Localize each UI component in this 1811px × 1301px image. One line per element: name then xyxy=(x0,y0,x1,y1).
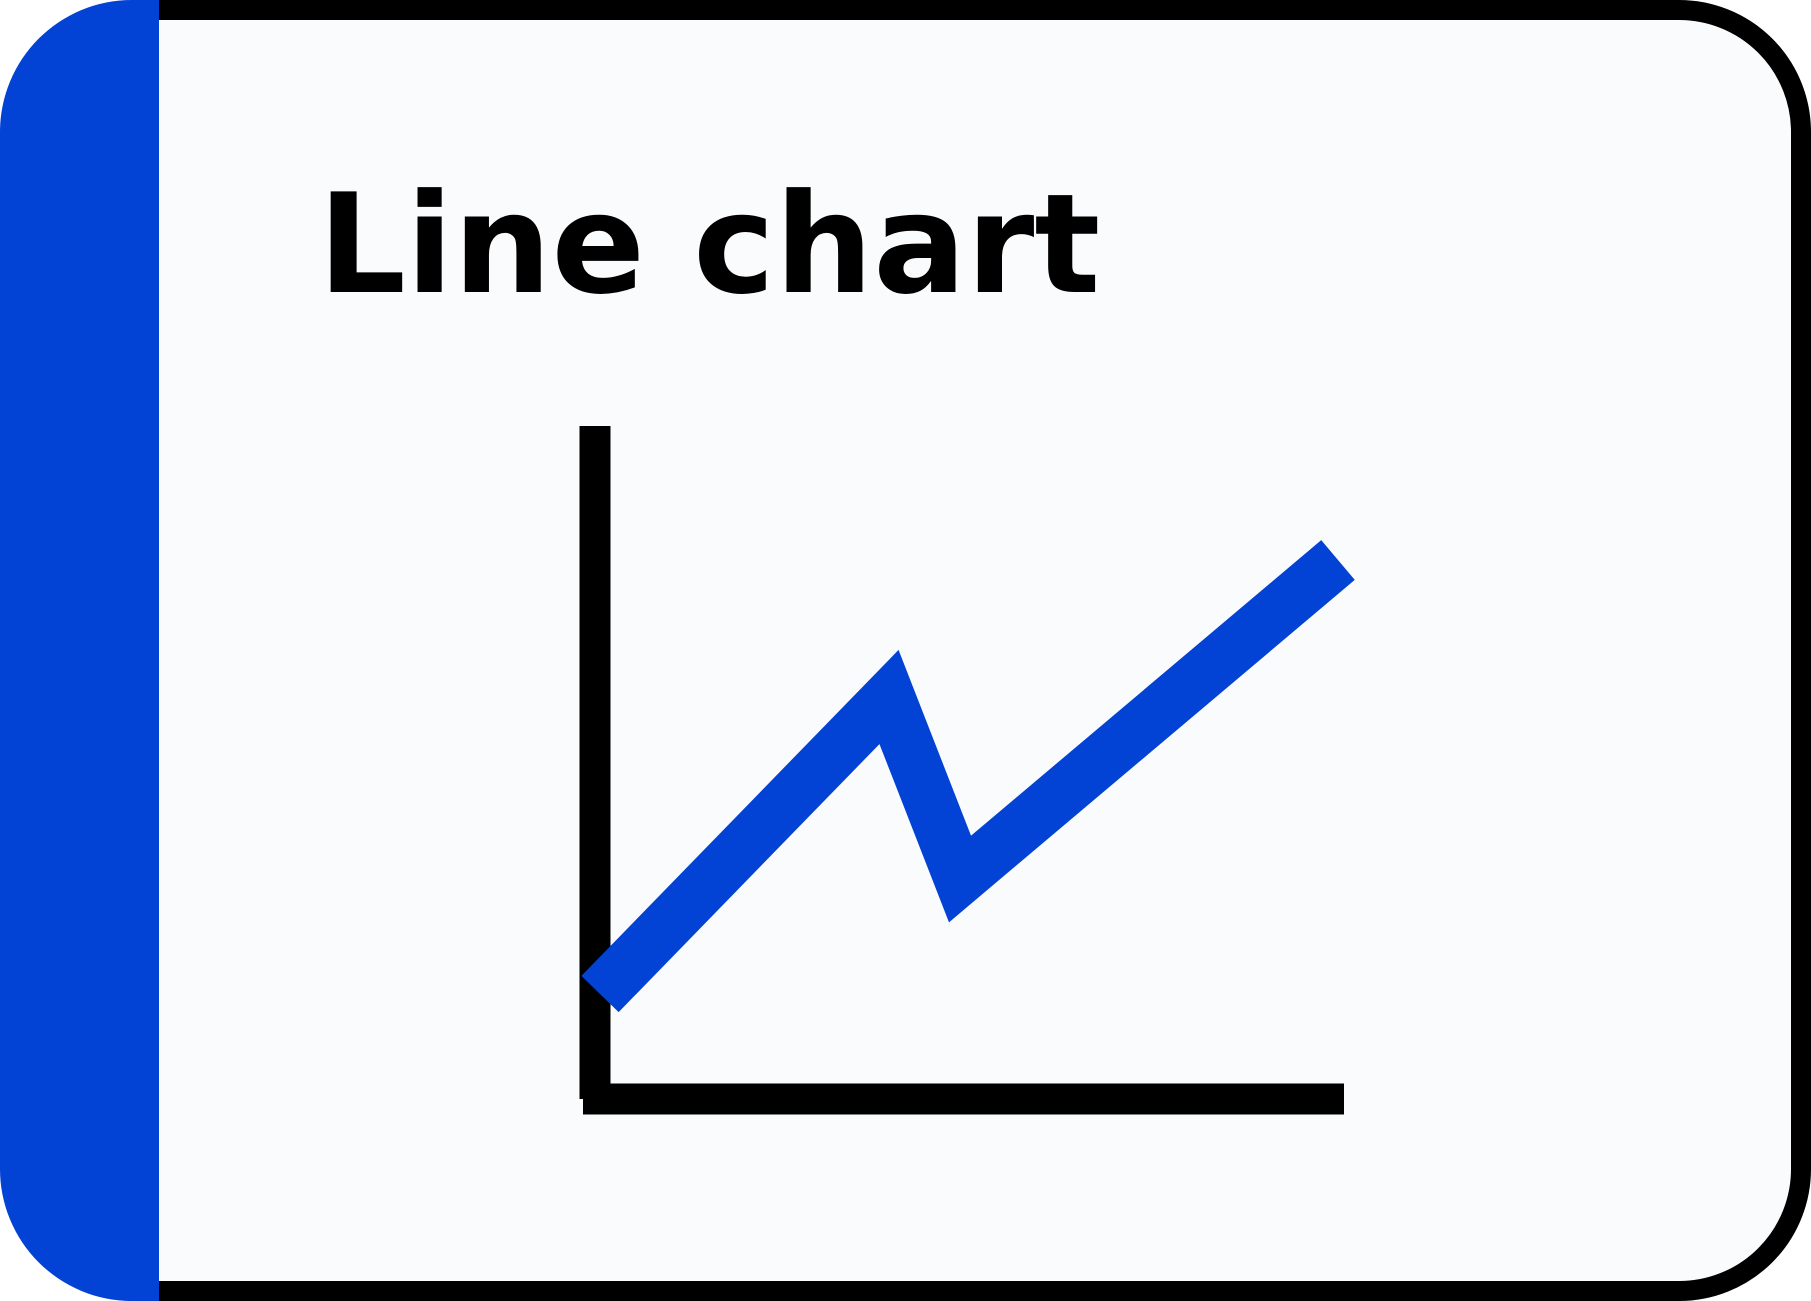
card-border xyxy=(159,0,1811,1301)
accent-stripe xyxy=(0,0,159,1301)
card-title: Line chart xyxy=(318,164,1101,325)
line-chart-icon xyxy=(579,426,1355,1115)
trend-line xyxy=(581,540,1355,1013)
